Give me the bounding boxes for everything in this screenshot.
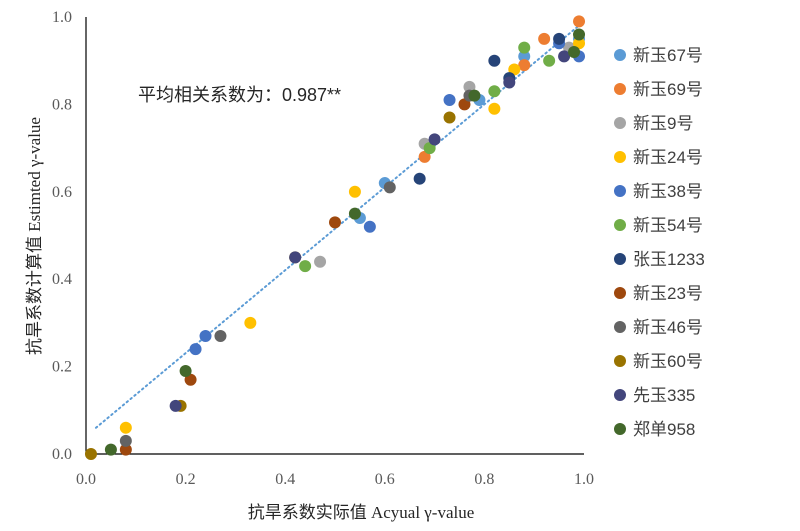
data-point: [458, 98, 471, 111]
legend-marker: [614, 321, 626, 333]
data-point: [423, 142, 436, 155]
data-point: [518, 41, 531, 54]
data-point: [558, 50, 571, 63]
data-point: [488, 102, 501, 115]
y-axis-title: 抗旱系数计算值 Estimted γ-value: [25, 117, 44, 355]
data-point: [418, 150, 431, 163]
legend-marker: [614, 185, 626, 197]
legend-label: 新玉54号: [633, 216, 703, 235]
data-point: [119, 443, 132, 456]
data-point: [363, 220, 376, 233]
data-point: [104, 443, 117, 456]
data-point: [443, 94, 456, 107]
data-point: [84, 448, 97, 460]
legend-label: 郑单958: [633, 420, 695, 439]
legend-label: 先玉335: [633, 386, 695, 405]
legend-marker: [614, 389, 626, 401]
data-point: [214, 330, 227, 343]
trendline: [94, 20, 585, 429]
data-point: [573, 15, 586, 28]
data-point: [244, 316, 257, 329]
data-point: [329, 216, 341, 229]
legend-marker: [614, 219, 626, 231]
data-point: [169, 399, 182, 412]
data-point: [468, 89, 481, 102]
y-tick-label: 0.2: [52, 359, 72, 376]
data-point: [488, 54, 501, 67]
data-point: [199, 330, 212, 343]
x-tick-label: 0.2: [176, 471, 196, 488]
data-point: [518, 50, 531, 63]
legend-marker: [614, 49, 626, 61]
data-point: [119, 434, 132, 447]
x-tick-label: 1.0: [574, 471, 594, 488]
legend-marker: [614, 355, 626, 367]
data-point: [413, 172, 426, 185]
data-point: [573, 28, 586, 41]
x-axis-title: 抗旱系数实际值 Acyual γ-value: [248, 503, 475, 522]
data-point: [348, 185, 361, 198]
y-tick-label: 0.0: [52, 446, 72, 463]
data-point: [538, 32, 551, 45]
legend-marker: [614, 117, 626, 129]
legend-label: 新玉60号: [633, 352, 703, 371]
data-point: [553, 32, 566, 45]
legend-label: 新玉69号: [633, 80, 703, 99]
data-point: [314, 255, 327, 268]
data-point: [573, 37, 586, 50]
data-point: [568, 45, 581, 58]
x-tick-label: 0.0: [76, 471, 96, 488]
y-tick-label: 0.4: [52, 271, 72, 288]
data-point: [518, 59, 531, 72]
legend-label: 新玉24号: [633, 148, 703, 167]
legend-marker: [614, 83, 626, 95]
data-point: [184, 373, 197, 386]
legend-label: 新玉46号: [633, 318, 703, 337]
data-point: [443, 111, 456, 124]
legend-label: 新玉38号: [633, 182, 703, 201]
data-point: [179, 364, 192, 377]
data-point: [508, 63, 521, 76]
data-point: [119, 421, 132, 434]
x-tick-label: 0.8: [474, 471, 494, 488]
y-tick-label: 0.6: [52, 184, 72, 201]
data-point: [348, 207, 361, 220]
data-point: [299, 260, 312, 273]
correlation-annotation: 平均相关系数为：0.987**: [138, 85, 341, 105]
data-point: [289, 251, 302, 264]
data-point: [543, 54, 556, 67]
data-point: [383, 181, 396, 194]
data-point: [189, 343, 202, 356]
legend-label: 张玉1233: [633, 250, 705, 269]
annotation-box: [128, 75, 396, 113]
legend-marker: [614, 287, 626, 299]
y-tick-label: 1.0: [52, 9, 72, 26]
legend-marker: [614, 423, 626, 435]
y-tick-label: 0.8: [52, 96, 72, 113]
legend-label: 新玉67号: [633, 46, 703, 65]
data-point: [428, 133, 441, 146]
x-tick-label: 0.6: [375, 471, 395, 488]
data-point: [503, 76, 516, 89]
x-tick-label: 0.4: [275, 471, 295, 488]
legend-label: 新玉23号: [633, 284, 703, 303]
legend-label: 新玉9号: [633, 114, 693, 133]
legend-marker: [614, 253, 626, 265]
data-point: [488, 85, 501, 98]
data-point: [463, 80, 476, 93]
legend-marker: [614, 151, 626, 163]
